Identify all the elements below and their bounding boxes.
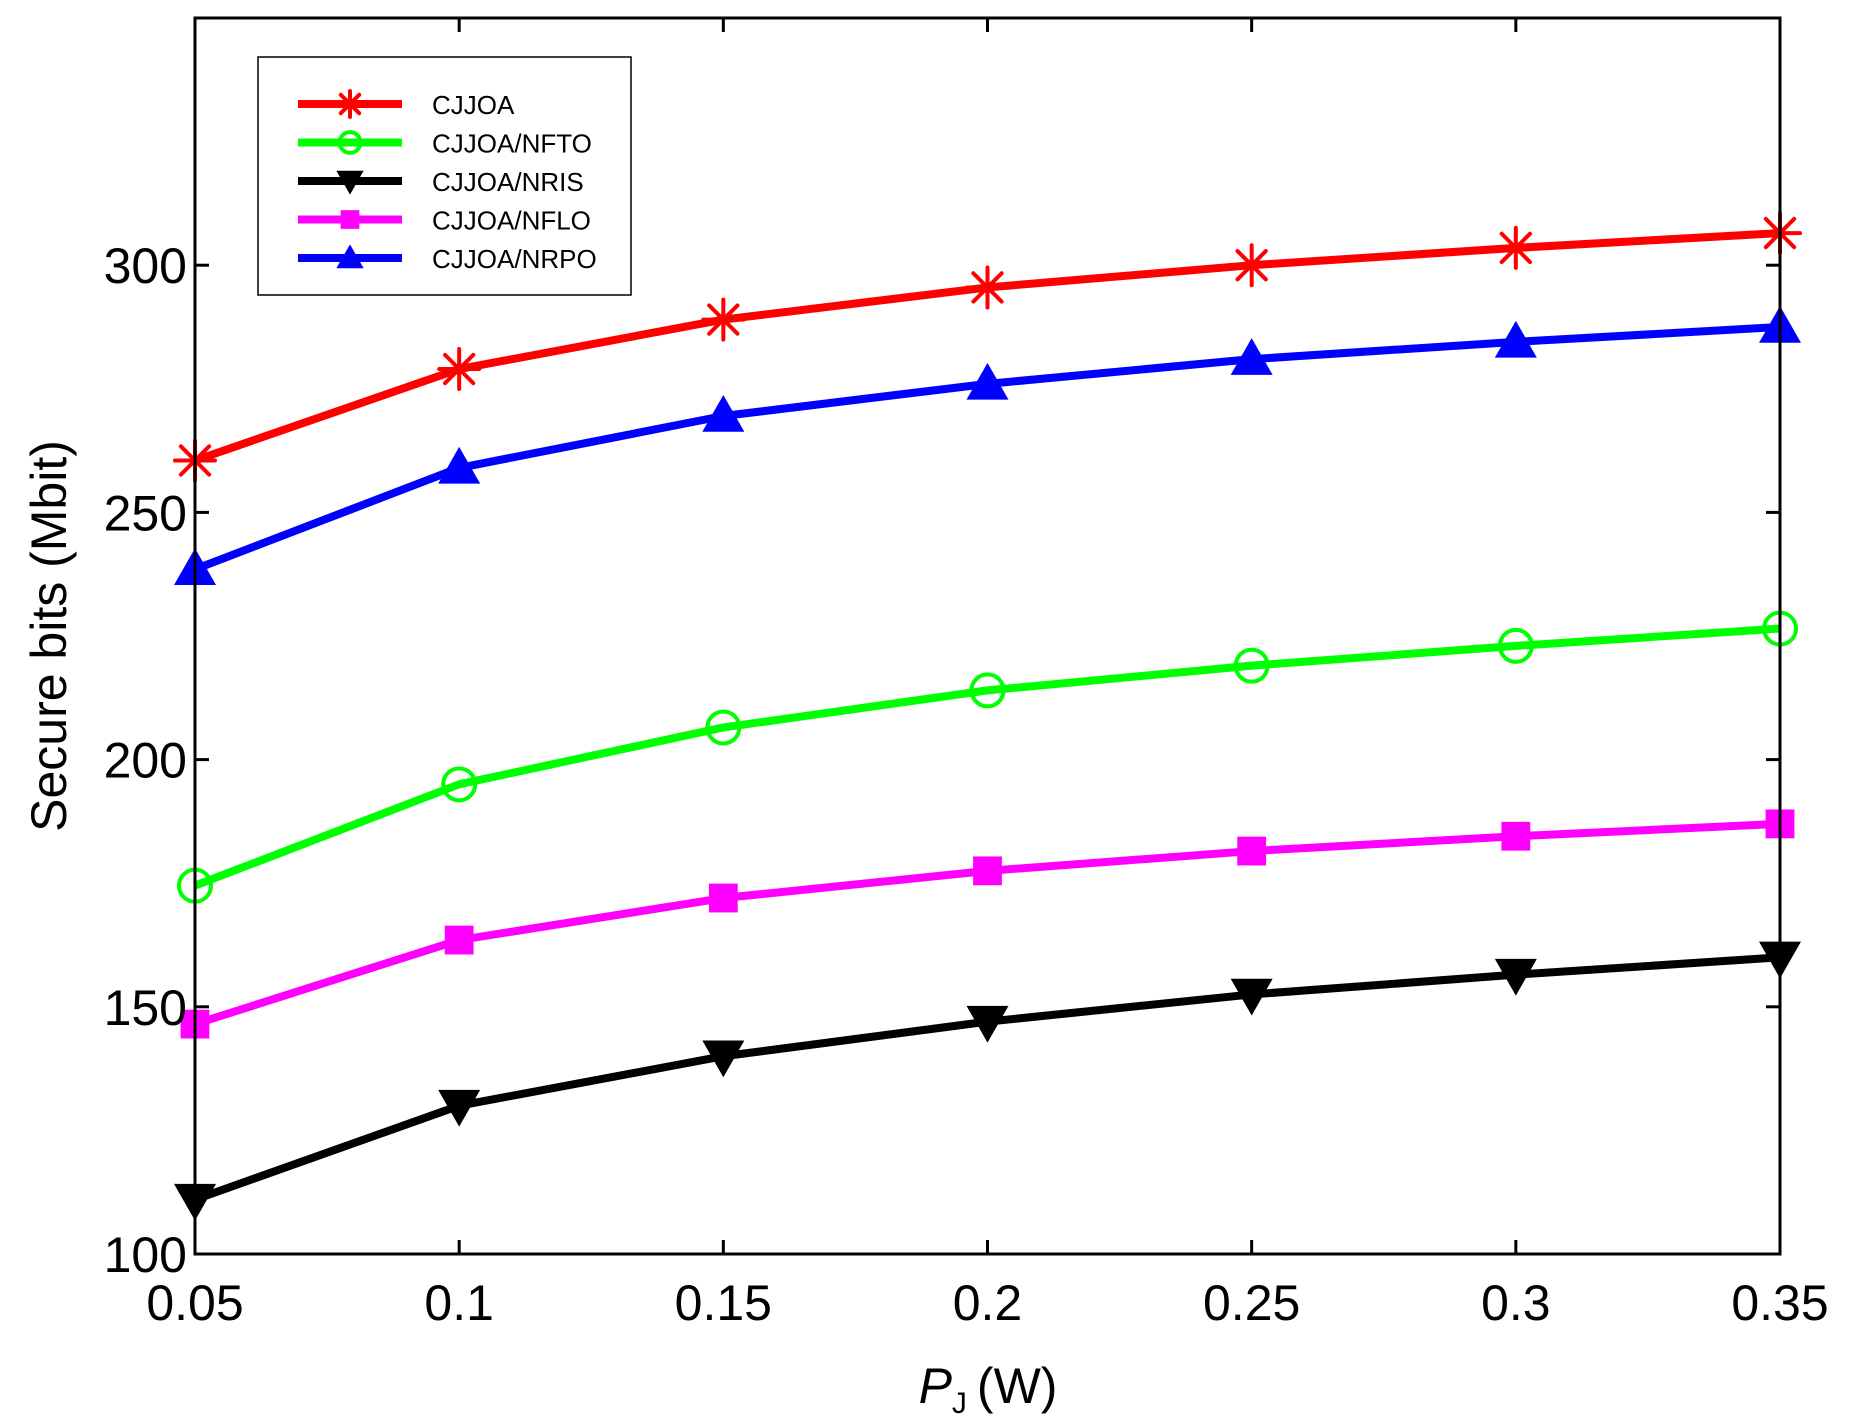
x-tick-label: 0.35 (1731, 1275, 1828, 1331)
data-point-cjjoa (701, 297, 746, 342)
data-point-cjjoa (965, 265, 1010, 310)
legend-entry-cjjoa-nris: CJJOA/NRIS (298, 167, 584, 197)
x-tick-label: 0.05 (146, 1275, 243, 1331)
x-tick-label: 0.15 (675, 1275, 772, 1331)
data-point-cjjoa-nfto (441, 766, 478, 803)
data-point-cjjoa-nris (438, 1089, 481, 1127)
x-tick-label: 0.1 (424, 1275, 494, 1331)
data-point-cjjoa-nfto (1497, 627, 1534, 664)
x-axis-symbol: P (919, 1358, 953, 1414)
series-line-cjjoa-nflo (193, 819, 1781, 1028)
data-point-cjjoa-nris (1494, 958, 1537, 996)
series-line-cjjoa-nris (193, 953, 1781, 1204)
x-axis-unit: (W) (977, 1358, 1058, 1414)
series-cjjoa-nflo (180, 809, 1795, 1039)
data-point-cjjoa-nflo (444, 925, 474, 955)
x-tick-label: 0.2 (953, 1275, 1023, 1331)
legend-marker (335, 89, 365, 119)
series-cjjoa-nris (174, 941, 1801, 1221)
legend-entry-cjjoa-nrpo: CJJOA/NRPO (298, 244, 597, 274)
x-tick-label: 0.25 (1203, 1275, 1300, 1331)
data-point-cjjoa (1493, 225, 1538, 270)
data-point-cjjoa (1229, 243, 1274, 288)
legend-entry-cjjoa-nfto: CJJOA/NFTO (298, 129, 592, 159)
data-point-cjjoa-nflo (1501, 821, 1531, 851)
data-point-cjjoa-nfto (1233, 647, 1270, 684)
data-point-cjjoa-nris (966, 1005, 1009, 1043)
y-tick-label: 200 (104, 733, 187, 789)
data-point-cjjoa-nflo (973, 856, 1002, 886)
legend-label: CJJOA/NRPO (432, 244, 597, 274)
data-point-cjjoa-nrpo (966, 362, 1009, 400)
legend-label: CJJOA/NFLO (432, 206, 591, 236)
x-axis-label: PJ (W) (919, 1358, 1058, 1420)
y-tick-label: 100 (104, 1227, 187, 1283)
data-point-cjjoa-nris (1230, 978, 1273, 1016)
legend-marker (340, 210, 360, 229)
x-tick-label: 0.3 (1481, 1275, 1551, 1331)
data-point-cjjoa-nrpo (1230, 338, 1273, 375)
y-tick-label: 250 (104, 485, 187, 541)
ticks-layer: 0.05 0.1 0.15 0.2 0.25 0.3 0.35 100 150 200 250 300 (104, 18, 1829, 1331)
data-point-cjjoa-nfto (969, 672, 1006, 709)
data-point-cjjoa-nris (702, 1040, 745, 1078)
data-point-cjjoa-nflo (1237, 836, 1267, 866)
legend-marker (337, 130, 363, 155)
legend-marker (336, 170, 364, 195)
series-layer (173, 211, 1802, 1221)
legend-label: CJJOA/NRIS (432, 167, 584, 197)
x-axis-subscript: J (952, 1387, 967, 1420)
data-point-cjjoa-nrpo (702, 394, 745, 432)
legend: CJJOA CJJOA/NFTO CJJOA/NRIS CJJOA/NFLO CJJOA… (257, 56, 632, 296)
legend-entry-cjjoa-nflo: CJJOA/NFLO (298, 206, 591, 236)
y-axis-label: Secure bits (Mbit) (21, 440, 77, 832)
series-line-cjjoa-nfto (193, 624, 1781, 890)
data-point-cjjoa (437, 347, 482, 392)
y-tick-label: 300 (104, 238, 187, 294)
y-tick-label: 150 (104, 980, 187, 1036)
series-cjjoa-nrpo (174, 306, 1801, 586)
legend-entry-cjjoa: CJJOA (298, 89, 515, 120)
legend-label: CJJOA (432, 90, 515, 120)
legend-label: CJJOA/NFTO (432, 129, 592, 159)
data-point-cjjoa-nfto (705, 709, 742, 746)
data-point-cjjoa-nrpo (1494, 320, 1537, 358)
legend-marker (336, 244, 364, 269)
data-point-cjjoa-nflo (708, 883, 738, 913)
data-point-cjjoa-nrpo (438, 446, 481, 484)
